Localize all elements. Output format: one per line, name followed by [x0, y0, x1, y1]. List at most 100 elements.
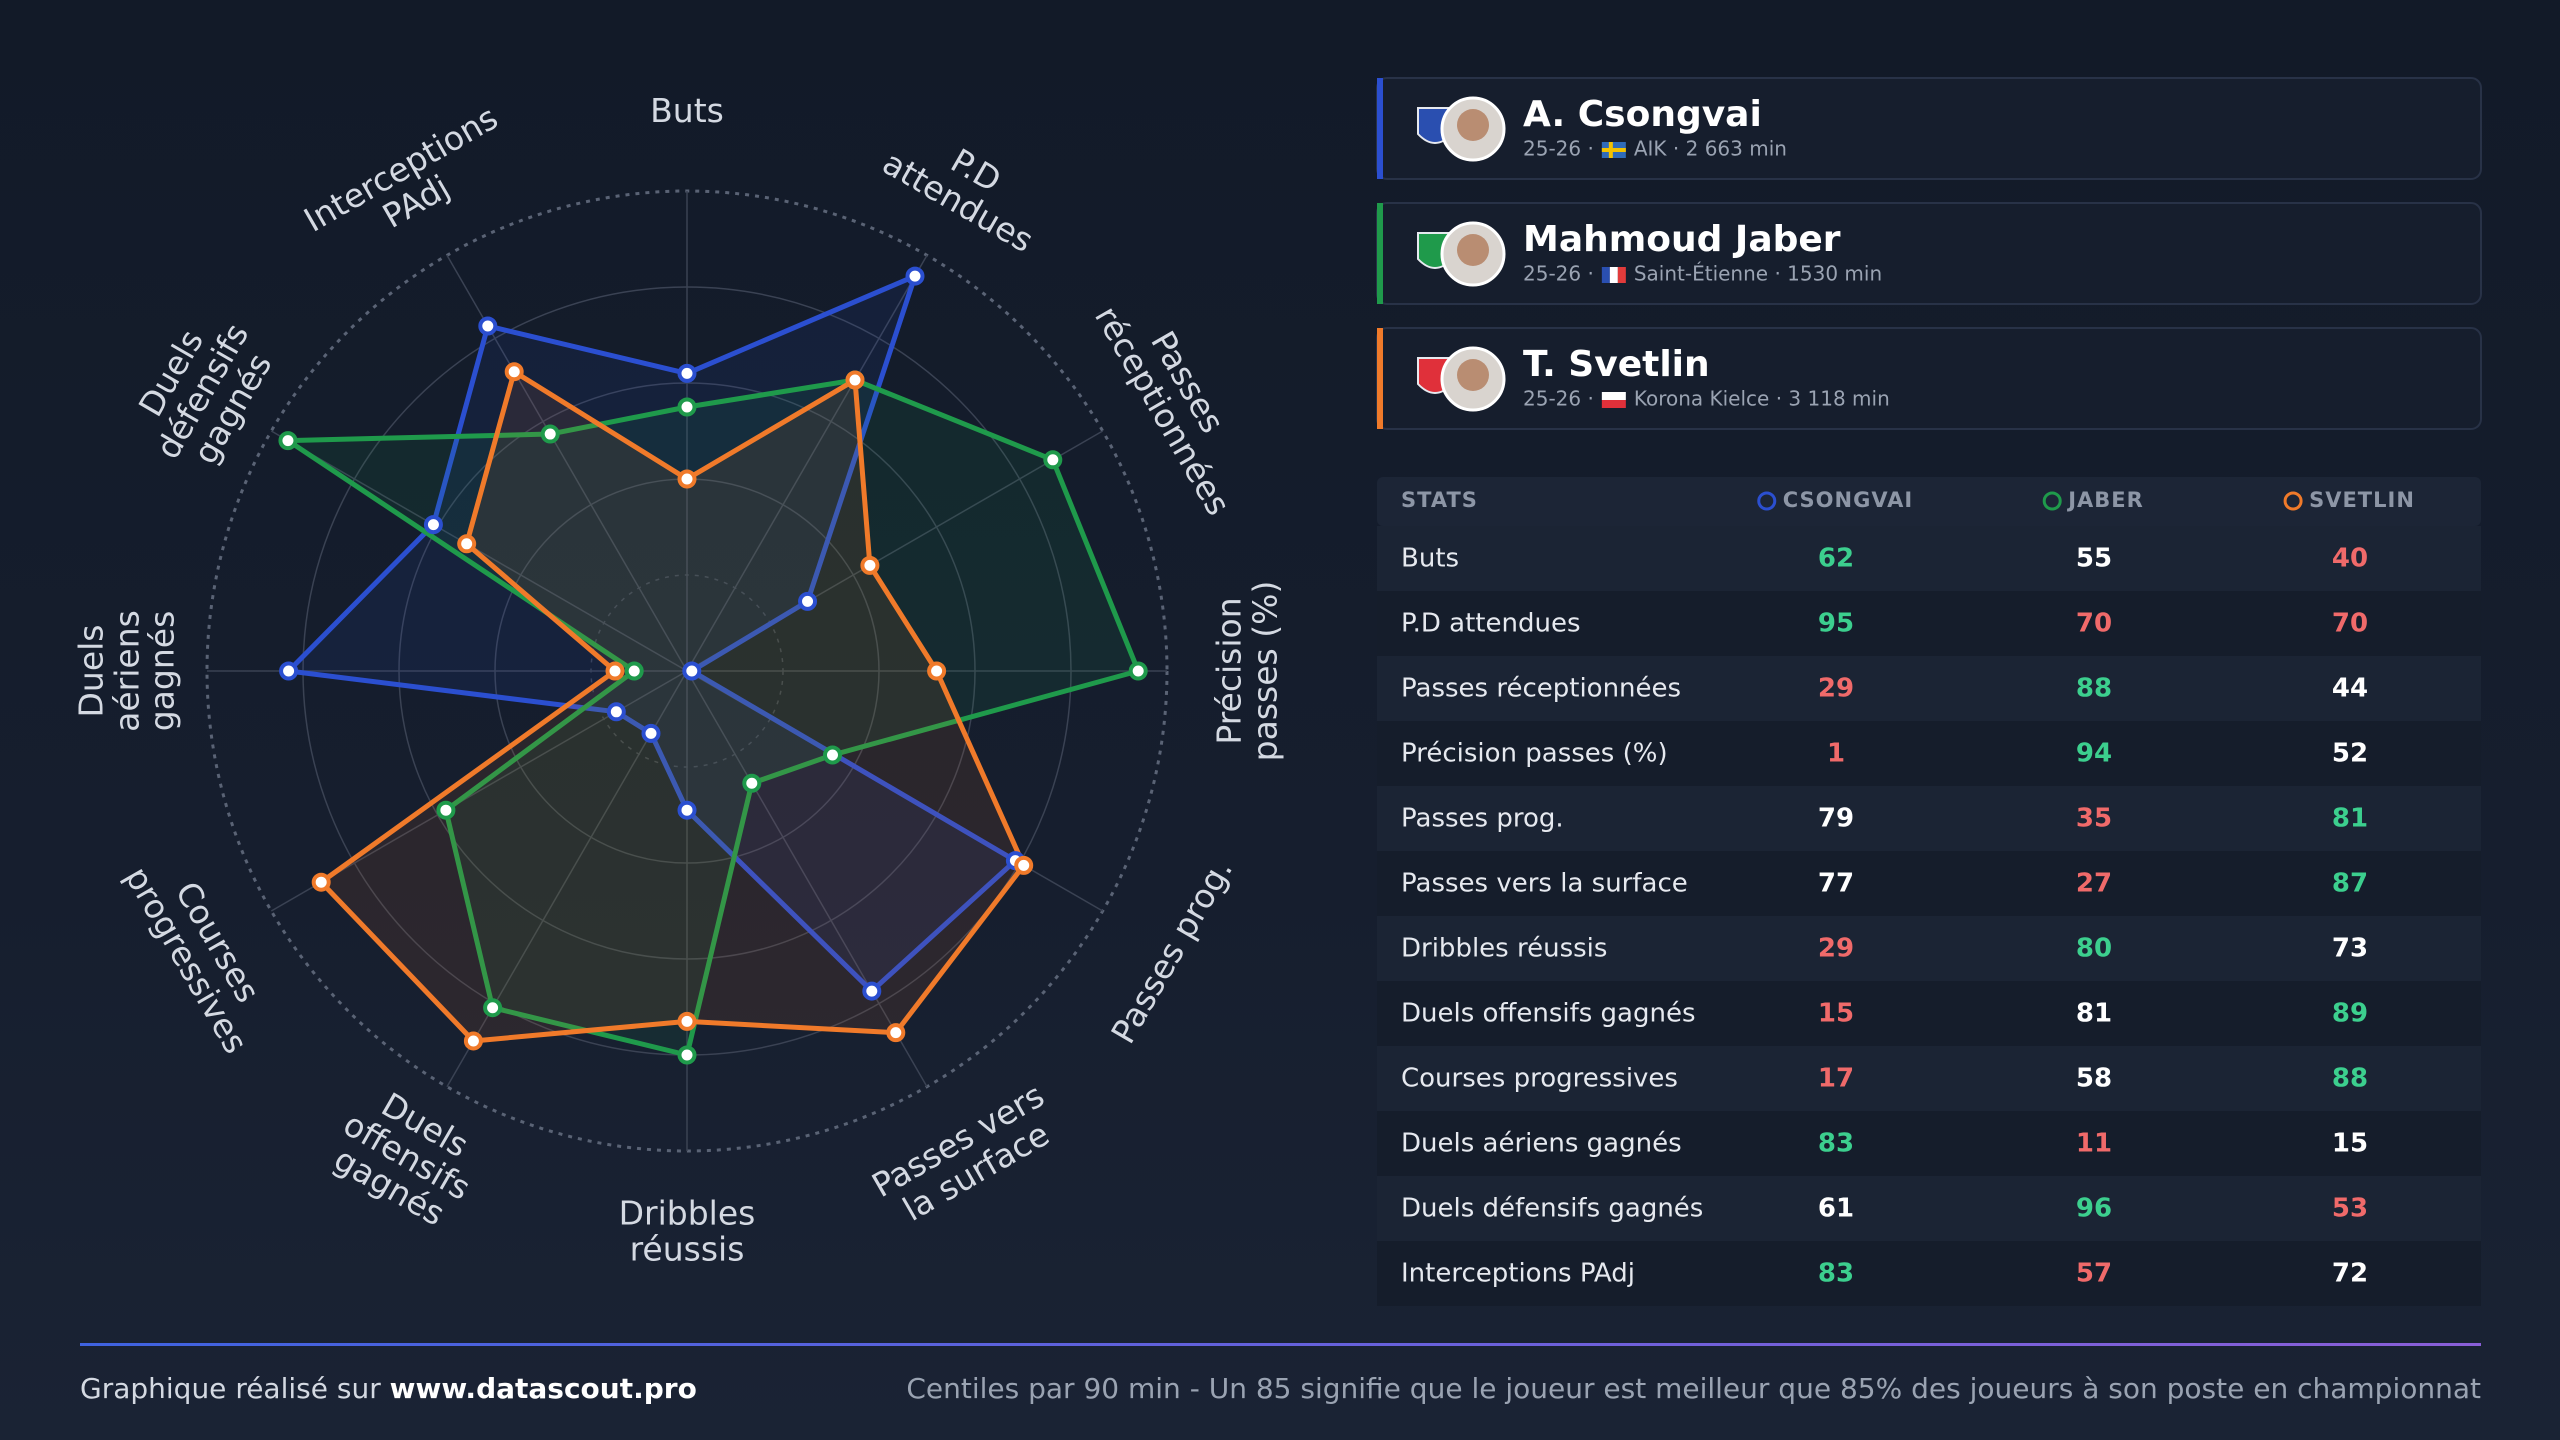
- cell-value: 1: [1827, 739, 1845, 769]
- cell-value: 27: [2076, 869, 2112, 899]
- cell-value: 11: [2076, 1129, 2112, 1159]
- spoke: [270, 430, 688, 672]
- cell-value: 61: [1818, 1194, 1854, 1224]
- card-accent: [1377, 78, 1383, 179]
- data-point: [742, 773, 762, 793]
- data-point: [677, 1011, 697, 1031]
- table-row: [1377, 851, 2481, 916]
- footer-credit: Graphique réalisé sur www.datascout.pro: [80, 1372, 697, 1405]
- cell-value: 95: [1818, 609, 1854, 639]
- row-label: Duels défensifs gagnés: [1401, 1194, 1703, 1224]
- cell-value: 35: [2076, 804, 2112, 834]
- table-header: JABER: [2066, 488, 2144, 512]
- cell-value: 53: [2332, 1194, 2368, 1224]
- cell-value: 87: [2332, 869, 2368, 899]
- row-label: Dribbles réussis: [1401, 934, 1607, 964]
- data-point: [457, 534, 477, 554]
- data-point: [641, 723, 661, 743]
- data-point: [605, 661, 625, 681]
- cell-value: 79: [1818, 804, 1854, 834]
- row-label: Duels aériens gagnés: [1401, 1129, 1682, 1159]
- flag-group: [1601, 142, 1626, 158]
- data-point: [436, 800, 456, 820]
- player-season: 25-26 ·: [1523, 387, 1594, 411]
- cell-value: 88: [2332, 1064, 2368, 1094]
- row-label: Passes vers la surface: [1401, 869, 1688, 899]
- row-label: Courses progressives: [1401, 1064, 1678, 1094]
- player-club: AIK · 2 663 min: [1634, 137, 1787, 161]
- data-point: [478, 316, 498, 336]
- data-point: [845, 370, 865, 390]
- cell-value: 83: [1818, 1129, 1854, 1159]
- flag: [1609, 267, 1618, 283]
- table-row: [1377, 526, 2481, 591]
- cell-value: 44: [2332, 674, 2368, 704]
- player-club: Saint-Étienne · 1530 min: [1634, 262, 1882, 286]
- cell-value: 73: [2332, 934, 2368, 964]
- spoke: [686, 670, 928, 1088]
- data-point: [278, 431, 298, 451]
- cell-value: 81: [2076, 999, 2112, 1029]
- table-header: SVETLIN: [2309, 488, 2415, 512]
- table-row: [1377, 1111, 2481, 1176]
- data-point: [540, 424, 560, 444]
- data-point: [423, 515, 443, 535]
- table-row: [1377, 1176, 2481, 1241]
- cell-value: 15: [2332, 1129, 2368, 1159]
- cell-value: 40: [2332, 544, 2368, 574]
- cell-value: 57: [2076, 1259, 2112, 1289]
- cell-value: 88: [2076, 674, 2112, 704]
- data-point: [677, 469, 697, 489]
- cell-value: 29: [1818, 674, 1854, 704]
- credit: Graphique réalisé sur: [80, 1372, 381, 1405]
- data-point: [483, 998, 503, 1018]
- table-row: [1377, 1046, 2481, 1111]
- data-point: [677, 397, 697, 417]
- player-name: Mahmoud Jaber: [1523, 219, 1841, 260]
- cell-value: 81: [2332, 804, 2368, 834]
- table-header: CSONGVAI: [1783, 488, 1913, 512]
- data-point: [677, 1045, 697, 1065]
- row-label: Interceptions PAdj: [1401, 1259, 1635, 1289]
- row-label: Buts: [1401, 544, 1459, 574]
- axis-label: Dribbles réussis: [618, 1193, 756, 1268]
- cell-value: 94: [2076, 739, 2112, 769]
- flag-group: [1601, 392, 1626, 408]
- cell-value: 29: [1818, 934, 1854, 964]
- flag-group: [1601, 267, 1626, 283]
- legend-dot: [2283, 491, 2303, 511]
- data-point: [682, 661, 702, 681]
- cell-value: 96: [2076, 1194, 2112, 1224]
- data-point: [606, 702, 626, 722]
- cell-value: 72: [2332, 1259, 2368, 1289]
- data-point: [677, 363, 697, 383]
- site: www.datascout.pro: [390, 1372, 697, 1405]
- data-point: [862, 981, 882, 1001]
- row-label: Passes prog.: [1401, 804, 1564, 834]
- card-accent: [1377, 203, 1383, 304]
- flag: [1617, 267, 1626, 283]
- row-label: Passes réceptionnées: [1401, 674, 1681, 704]
- footer-note: Centiles par 90 min - Un 85 signifie que…: [906, 1372, 2481, 1405]
- cell-value: 15: [1818, 999, 1854, 1029]
- flag: [1601, 400, 1626, 408]
- data-point: [677, 800, 697, 820]
- data-point: [905, 266, 925, 286]
- avatar-face: [1457, 359, 1489, 391]
- stats-table: STATS CSONGVAI JABER SVETLIN Buts 62 55 40 P.D a…: [1377, 477, 2481, 1306]
- data-point: [860, 555, 880, 575]
- table-header: STATS: [1401, 488, 1478, 512]
- data-point: [822, 745, 842, 765]
- player-season: 25-26 ·: [1523, 137, 1594, 161]
- row-label: P.D attendues: [1401, 609, 1581, 639]
- table-row: [1377, 721, 2481, 786]
- cell-value: 55: [2076, 544, 2112, 574]
- legend-dot: [2042, 491, 2062, 511]
- table-row: [1377, 1241, 2481, 1306]
- player-club: Korona Kielce · 3 118 min: [1634, 387, 1890, 411]
- table-header-bg: [1377, 477, 2481, 526]
- row-label: Précision passes (%): [1401, 739, 1668, 769]
